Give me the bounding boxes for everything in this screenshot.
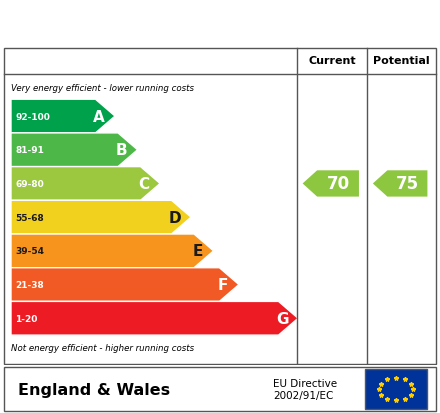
Text: 69-80: 69-80 [15,180,44,188]
Text: Not energy efficient - higher running costs: Not energy efficient - higher running co… [11,344,194,353]
Text: F: F [218,278,228,292]
Text: 39-54: 39-54 [15,247,44,256]
Text: Current: Current [308,56,356,66]
Text: C: C [139,176,150,192]
Polygon shape [373,171,427,197]
Polygon shape [11,167,160,201]
Polygon shape [11,133,138,167]
Text: Energy Efficiency Rating: Energy Efficiency Rating [11,14,299,34]
Bar [365,369,427,409]
Text: G: G [276,311,288,326]
Text: 21-38: 21-38 [15,280,44,290]
Text: Very energy efficient - lower running costs: Very energy efficient - lower running co… [11,84,194,93]
Text: EU Directive: EU Directive [273,379,337,389]
Text: 55-68: 55-68 [15,213,44,222]
Polygon shape [11,301,298,335]
Text: 81-91: 81-91 [15,146,44,155]
Polygon shape [303,171,359,197]
Text: England & Wales: England & Wales [18,382,170,397]
Text: 2002/91/EC: 2002/91/EC [273,390,333,400]
Polygon shape [11,235,213,268]
Polygon shape [11,201,191,235]
Text: 70: 70 [326,175,350,193]
Text: 1-20: 1-20 [15,314,38,323]
Text: 75: 75 [396,175,419,193]
Text: A: A [93,109,105,124]
Text: B: B [116,143,127,158]
Text: 92-100: 92-100 [15,112,50,121]
Polygon shape [11,100,115,133]
Text: Potential: Potential [373,56,430,66]
Polygon shape [11,268,239,301]
Text: D: D [169,210,181,225]
Text: E: E [192,244,203,259]
